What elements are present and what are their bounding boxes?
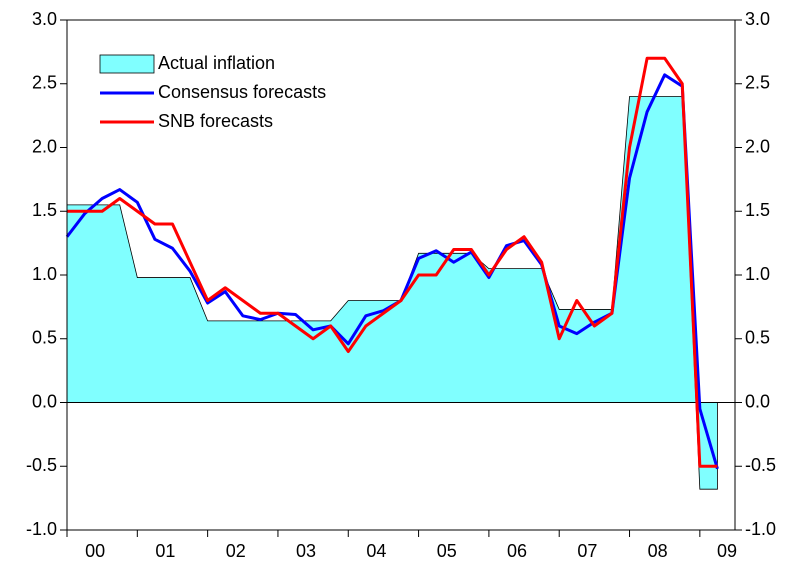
- y2-tick-label: 1.5: [745, 200, 770, 220]
- legend-label: Actual inflation: [158, 53, 275, 73]
- x-tick-label: 08: [648, 541, 668, 561]
- y2-tick-label: -1.0: [745, 519, 776, 539]
- y-tick-label: -0.5: [26, 455, 57, 475]
- y2-tick-label: 1.0: [745, 264, 770, 284]
- y-tick-label: 2.0: [32, 136, 57, 156]
- x-tick-label: 03: [296, 541, 316, 561]
- legend: Actual inflation Consensus forecasts SNB f…: [99, 53, 326, 131]
- y2-tick-label: -0.5: [745, 455, 776, 475]
- x-tick-label: 01: [155, 541, 175, 561]
- area: [66, 96, 718, 490]
- y2-tick-label: 0.5: [745, 328, 770, 348]
- legend-swatch: [99, 54, 155, 74]
- legend-label: SNB forecasts: [158, 111, 273, 131]
- line: [67, 56, 718, 468]
- y2-tick-label: 2.0: [745, 136, 770, 156]
- y-tick-label: 2.5: [32, 73, 57, 93]
- x-tick-label: 00: [85, 541, 105, 561]
- x-tick-label: 09: [717, 541, 737, 561]
- x-tick-label: 04: [366, 541, 386, 561]
- y-tick-label: 0.5: [32, 328, 57, 348]
- y-tick-label: 0.0: [32, 391, 57, 411]
- x-tick-label: 05: [437, 541, 457, 561]
- legend-label: Consensus forecasts: [158, 82, 326, 102]
- x-tick-label: 02: [226, 541, 246, 561]
- y-tick-label: -1.0: [26, 519, 57, 539]
- x-tick-label: 07: [577, 541, 597, 561]
- y2-tick-label: 2.5: [745, 73, 770, 93]
- y-tick-label: 1.0: [32, 264, 57, 284]
- y-tick-label: 3.0: [32, 9, 57, 29]
- x-tick-label: 06: [507, 541, 527, 561]
- y-tick-label: 1.5: [32, 200, 57, 220]
- y2-tick-label: 0.0: [745, 391, 770, 411]
- y2-tick-label: 3.0: [745, 9, 770, 29]
